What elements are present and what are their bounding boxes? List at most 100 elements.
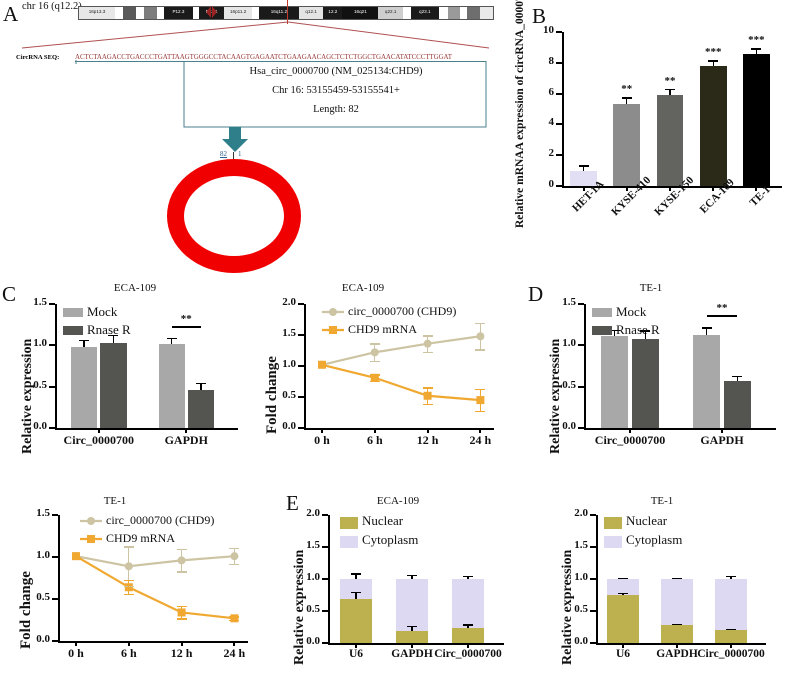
panel-c-bar-plot: 0.0 0.5 1.0 1.5 Circ_0000700 GAPDH ** Mock Rnase…	[33, 296, 238, 447]
y-tick	[322, 578, 328, 580]
circrna-circle	[167, 159, 301, 273]
error-bar	[411, 625, 413, 631]
bar	[158, 343, 185, 428]
x-tick	[622, 643, 624, 648]
error-bar-lower	[426, 395, 429, 404]
connector-bracket	[75, 60, 487, 128]
y-tick-label: 0.0	[574, 635, 588, 647]
legend-label: Rnase R	[616, 322, 660, 337]
y-axis	[584, 304, 586, 428]
panel-e-right-plot: 0.0 0.5 1.0 1.5 2.0 U6 GAPDH Circ_0000700 Nuclea…	[574, 507, 766, 660]
legend-swatch	[340, 536, 358, 548]
error-bar-cap	[708, 60, 719, 62]
error-bar	[712, 60, 714, 66]
bar	[631, 338, 660, 428]
x-axis	[304, 428, 494, 430]
bar-cytoplasm	[607, 579, 639, 595]
y-tick-label: 1.0	[282, 358, 296, 370]
data-point	[318, 360, 326, 369]
ideogram-band-label: 12.2	[328, 9, 338, 14]
y-axis	[58, 515, 60, 641]
significance-marker: ***	[704, 46, 722, 59]
y-tick-label: 0.5	[36, 591, 50, 603]
y-tick	[52, 556, 58, 558]
y-tick	[298, 427, 304, 429]
error-bar-cap	[475, 389, 486, 391]
y-tick-label: 2.0	[282, 296, 296, 308]
error-bar	[83, 339, 85, 347]
error-bar-cap	[229, 616, 240, 618]
line-path	[321, 335, 481, 366]
error-bar-cap	[369, 374, 380, 376]
error-bar-lower	[180, 560, 183, 572]
y-tick-label: 1.5	[562, 296, 576, 308]
y-tick	[590, 578, 596, 580]
ideogram-band	[252, 7, 259, 19]
y-tick	[322, 514, 328, 516]
x-tick-label: 12 h	[170, 646, 193, 660]
y-tick-label: 1.0	[574, 571, 588, 583]
error-bar-lower-cap	[475, 349, 486, 351]
legend-swatch	[604, 517, 622, 529]
error-bar-lower-cap	[176, 571, 187, 573]
y-tick	[590, 610, 596, 612]
error-bar-lower	[180, 612, 183, 619]
bar-nuclear	[395, 630, 429, 643]
y-tick	[322, 642, 328, 644]
x-tick-label: 24 h	[469, 433, 492, 447]
y-tick	[322, 546, 328, 548]
legend-label: Mock	[616, 304, 647, 319]
ideogram-band	[115, 7, 123, 19]
error-bar-cap	[195, 382, 206, 384]
ideogram-band-label: q22.1	[384, 9, 397, 14]
error-bar-cap	[166, 337, 177, 340]
y-tick-label: 2.0	[306, 507, 320, 519]
legend-swatch	[63, 308, 83, 317]
x-tick	[185, 428, 188, 433]
error-bar-cap	[229, 548, 240, 550]
error-bar-cap	[407, 574, 417, 576]
ideogram-band	[467, 7, 480, 19]
y-tick-label: 0.5	[33, 378, 47, 391]
x-tick-label: GAPDH	[391, 648, 433, 660]
x-tick	[712, 186, 715, 191]
significance-marker: **	[180, 312, 192, 325]
legend-label: Cytoplasm	[626, 532, 683, 547]
bar	[600, 336, 629, 428]
ideogram-band	[447, 7, 460, 19]
panel-c-ylabel-text: Relative expression	[20, 338, 35, 454]
error-bar-lower-cap	[475, 410, 486, 413]
y-tick-label: 0.0	[306, 635, 320, 647]
y-tick	[590, 514, 596, 516]
error-bar-lower-cap	[369, 380, 380, 383]
y-axis	[562, 32, 564, 186]
legend-label: Mock	[87, 304, 118, 319]
y-tick-label: 1.5	[36, 507, 50, 519]
error-bar-cap	[351, 573, 361, 575]
error-bar	[112, 334, 115, 343]
x-tick	[467, 643, 469, 648]
panel-c-bar-title: ECA-109	[113, 282, 157, 294]
error-bar-cap	[618, 593, 628, 595]
panel-e-left-title: ECA-109	[376, 495, 420, 507]
bar-cytoplasm	[661, 579, 693, 626]
y-tick-label: 1.5	[282, 327, 296, 339]
panel-d-ylabel: Relative expression	[548, 339, 564, 454]
error-bar-cap	[407, 625, 417, 628]
error-bar	[426, 387, 429, 396]
x-tick	[411, 643, 413, 648]
error-bar	[582, 165, 585, 171]
error-bar	[374, 343, 376, 352]
x-tick-label: GAPDH	[164, 433, 208, 447]
panel-d-bar-title: TE-1	[639, 282, 663, 294]
legend-swatch	[80, 517, 102, 525]
y-tick	[556, 154, 562, 157]
panel-d-line-plot: 0.0 0.5 1.0 1.5 0 h 6 h 12 h 24 h circ_0000700 (…	[36, 507, 248, 660]
y-tick-label: 10	[543, 24, 554, 36]
error-bar-cap	[463, 575, 473, 578]
y-tick	[49, 385, 55, 388]
error-bar-cap	[108, 334, 119, 336]
bar-nuclear	[339, 598, 373, 643]
error-bar-cap	[123, 580, 134, 582]
y-tick-label: 1.0	[562, 337, 576, 350]
